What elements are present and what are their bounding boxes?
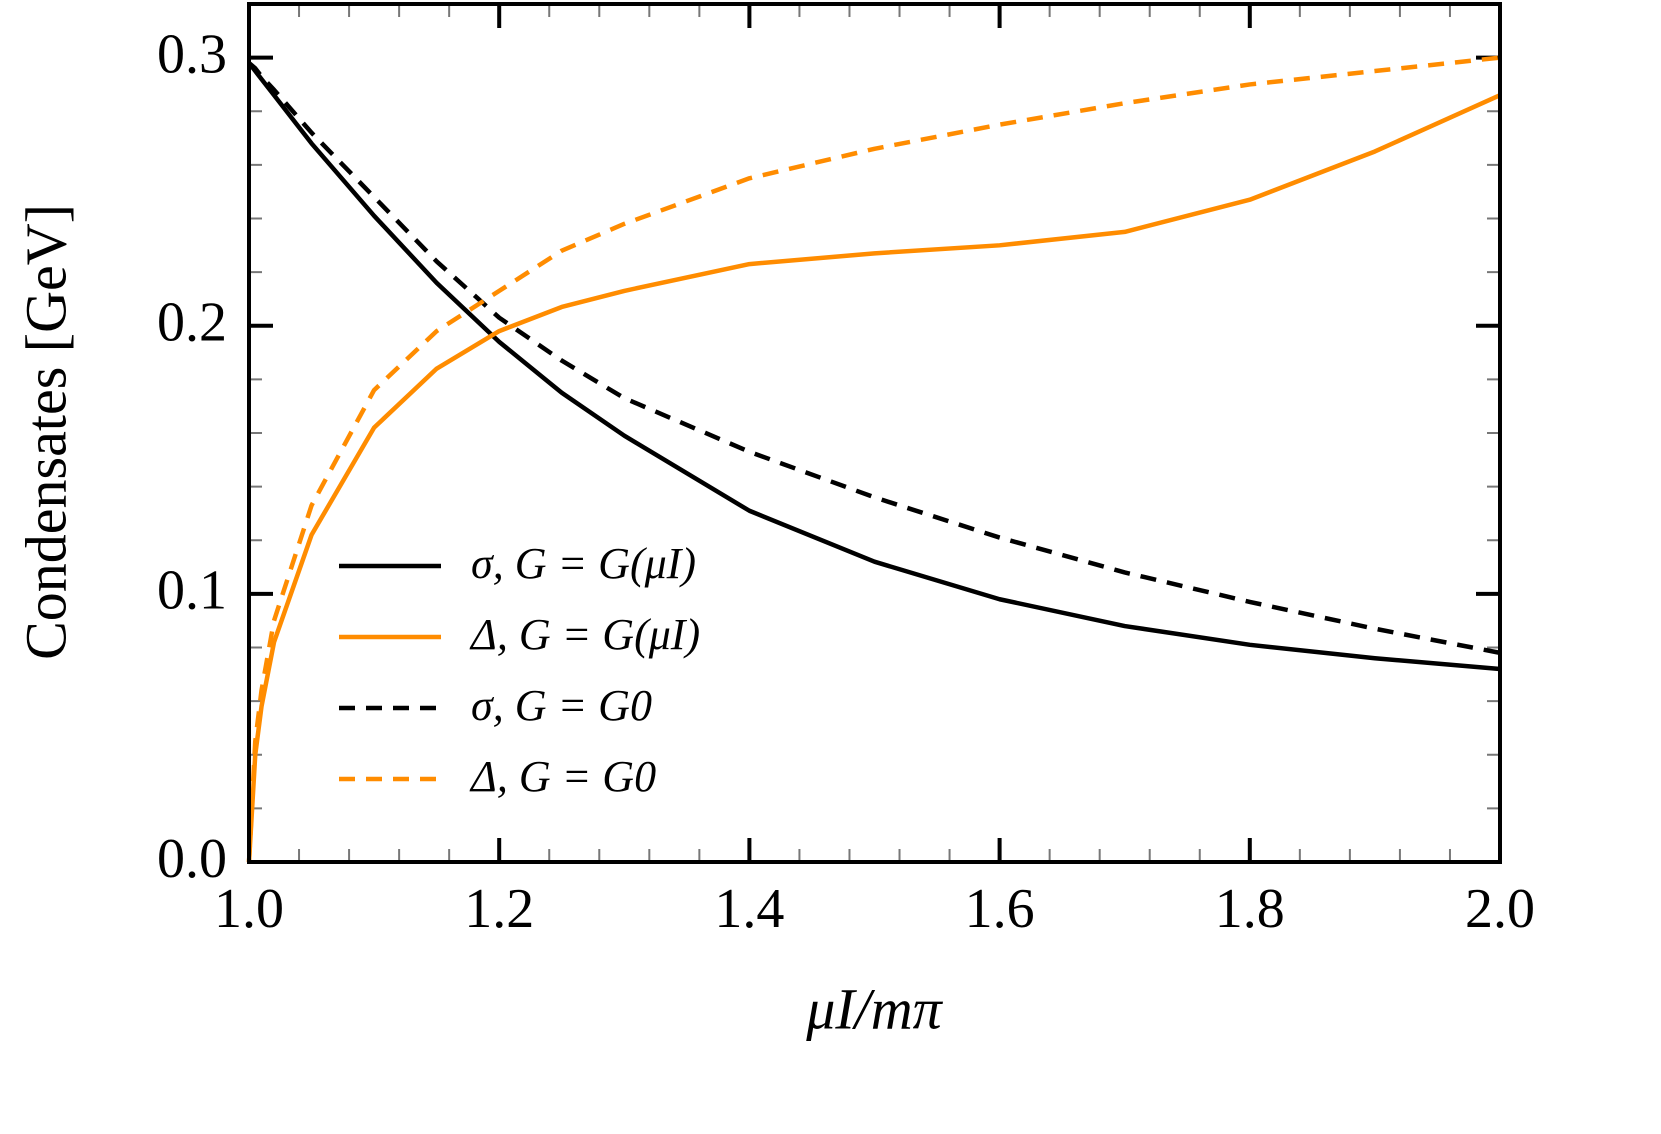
x-tick-label: 1.6	[965, 878, 1035, 940]
x-tick-label: 1.2	[464, 878, 534, 940]
y-tick-label: 0.0	[157, 828, 227, 890]
series-line	[247, 61, 1501, 656]
series-line	[247, 61, 1501, 672]
x-tick-label: 1.8	[1215, 878, 1285, 940]
y-tick-label: 0.2	[157, 292, 227, 354]
y-tick-label: 0.3	[157, 23, 227, 85]
y-axis-label: Condensates [GeV]	[13, 204, 78, 660]
x-axis-label: μI/mπ	[805, 976, 943, 1041]
series-line	[246, 93, 1501, 863]
legend-label: σ, G = G(μI)	[471, 539, 696, 588]
x-tick-label: 1.4	[714, 878, 784, 940]
legend-label: Δ, G = G(μI)	[469, 610, 700, 659]
legend-label: Δ, G = G0	[469, 752, 656, 801]
plot-frame	[247, 2, 1502, 864]
legend-label: σ, G = G0	[471, 681, 652, 730]
x-tick-label: 2.0	[1465, 878, 1535, 940]
y-tick-label: 0.1	[157, 560, 227, 622]
x-tick-label: 1.0	[214, 878, 284, 940]
series-line	[246, 55, 1501, 863]
